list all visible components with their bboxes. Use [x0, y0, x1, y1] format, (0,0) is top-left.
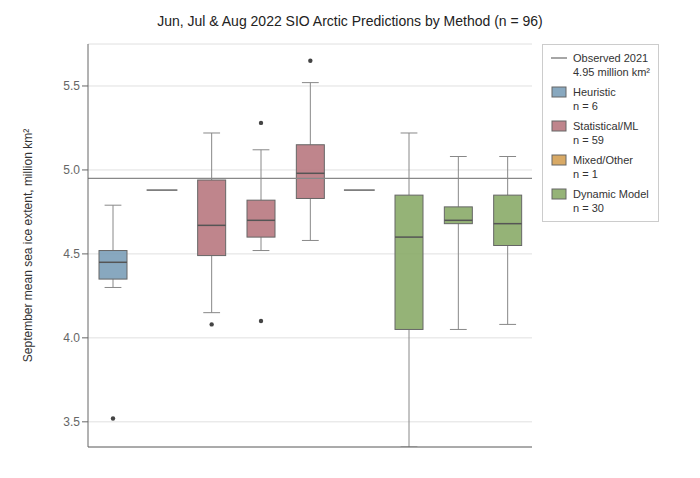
html-text:Dynamic Model: Dynamic Model [573, 188, 649, 200]
svg-text:4.0: 4.0 [63, 331, 80, 345]
svg-text:5.5: 5.5 [63, 79, 80, 93]
html-text:n = 6: n = 6 [573, 100, 598, 112]
html-text:Jun, Jul & Aug 2022 SIO Arctic: Jun, Jul & Aug 2022 SIO Arctic Predictio… [157, 13, 543, 29]
svg-text:3.5: 3.5 [63, 415, 80, 429]
html-text:Observed 2021: Observed 2021 [573, 52, 649, 64]
html-text:4.95 million km²: 4.95 million km² [573, 66, 650, 78]
html-text:n = 1: n = 1 [573, 168, 598, 180]
html-text:Mixed/Other: Mixed/Other [573, 154, 633, 166]
html-text:Heuristic: Heuristic [573, 86, 616, 98]
html-text:n = 59: n = 59 [573, 134, 604, 146]
svg-text:September mean sea ice extent,: September mean sea ice extent, million k… [21, 129, 35, 362]
svg-text:4.5: 4.5 [63, 247, 80, 261]
html-text:n = 30: n = 30 [573, 202, 604, 214]
html-text:Statistical/ML: Statistical/ML [573, 120, 639, 132]
svg-text:5.0: 5.0 [63, 163, 80, 177]
